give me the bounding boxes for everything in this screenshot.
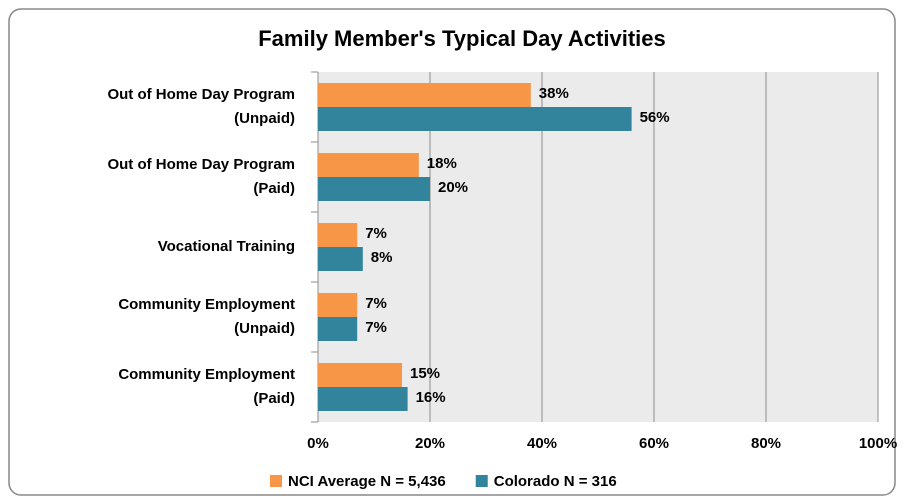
y-tick-label: (Unpaid) [234, 110, 295, 127]
y-tick-label: Out of Home Day Program [107, 156, 295, 173]
value-label: 7% [365, 225, 387, 242]
bar [318, 387, 408, 411]
value-label: 15% [410, 365, 440, 382]
value-label: 56% [640, 109, 670, 126]
bar [318, 317, 358, 341]
x-tick-label: 60% [639, 435, 669, 452]
legend-swatch [270, 475, 282, 487]
bar [318, 247, 363, 271]
y-tick-label: (Paid) [253, 180, 295, 197]
y-tick-label: (Unpaid) [234, 320, 295, 337]
chart-title: Family Member's Typical Day Activities [258, 26, 666, 51]
value-label: 20% [438, 179, 468, 196]
bar [318, 177, 430, 201]
bar [318, 363, 402, 387]
bar [318, 153, 419, 177]
y-tick-label: (Paid) [253, 390, 295, 407]
y-tick-label: Out of Home Day Program [107, 86, 295, 103]
x-tick-label: 0% [307, 435, 329, 452]
bar [318, 83, 531, 107]
legend-label: Colorado N = 316 [494, 473, 617, 490]
x-tick-label: 80% [751, 435, 781, 452]
value-label: 38% [539, 85, 569, 102]
x-tick-label: 40% [527, 435, 557, 452]
value-label: 18% [427, 155, 457, 172]
bar [318, 293, 358, 317]
y-tick-label: Community Employment [118, 366, 295, 383]
x-tick-label: 20% [415, 435, 445, 452]
value-label: 7% [365, 295, 387, 312]
y-tick-label: Community Employment [118, 296, 295, 313]
value-label: 8% [371, 249, 393, 266]
x-tick-label: 100% [859, 435, 897, 452]
y-tick-label: Vocational Training [158, 238, 295, 255]
bar [318, 223, 358, 247]
value-label: 7% [365, 319, 387, 336]
legend-swatch [475, 475, 488, 487]
legend-label: NCI Average N = 5,436 [288, 473, 446, 490]
bar [318, 107, 632, 131]
value-label: 16% [416, 389, 446, 406]
